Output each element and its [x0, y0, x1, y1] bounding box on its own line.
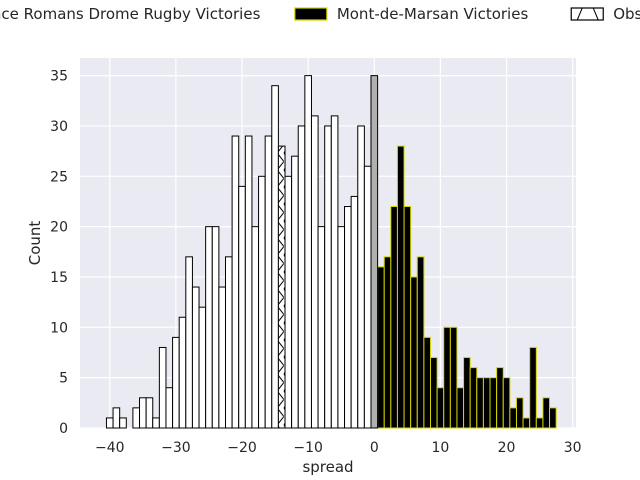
bar	[218, 286, 226, 429]
bar	[277, 145, 286, 429]
bar	[145, 397, 154, 429]
bar	[310, 115, 319, 429]
bar	[549, 407, 557, 429]
bar	[191, 286, 200, 429]
bar	[198, 306, 207, 429]
legend-label: Mont-de-Marsan Victories	[337, 5, 529, 23]
x-axis-label: spread	[302, 458, 353, 476]
legend-swatch	[570, 7, 604, 21]
y-tick-label: 0	[59, 421, 68, 437]
y-axis-label: Count	[26, 221, 44, 266]
bar	[152, 417, 160, 429]
bar	[178, 316, 187, 429]
legend-entry: Mont-de-Marsan Victories	[294, 5, 529, 23]
bar	[443, 326, 451, 429]
bar	[165, 387, 174, 429]
bar	[489, 377, 498, 429]
legend-entry: Observed Push	[570, 5, 640, 23]
tick-labels: −40 −30 −20 −10 0 10 20 30 0 5 10 15 20 25 30 35	[50, 69, 581, 456]
bar	[496, 367, 504, 429]
bar	[403, 206, 412, 429]
y-tick-label: 5	[59, 371, 68, 387]
bar	[297, 125, 306, 429]
bar	[535, 417, 544, 429]
x-tick-label: −10	[293, 440, 323, 456]
bar	[284, 175, 293, 429]
bar	[476, 377, 484, 429]
x-tick-label: −20	[227, 440, 257, 456]
bar	[139, 397, 147, 429]
x-tick-label: 20	[498, 440, 516, 456]
bar	[456, 387, 465, 429]
bar	[423, 336, 432, 429]
x-tick-label: 30	[564, 440, 582, 456]
x-tick-label: −40	[95, 440, 125, 456]
legend: Valence Romans Drome Rugby Victories Mont…	[0, 5, 640, 23]
bar	[363, 165, 372, 429]
bar	[370, 75, 379, 429]
bar	[158, 346, 167, 429]
legend-swatch	[294, 7, 328, 21]
bars	[105, 75, 557, 429]
y-tick-label: 20	[50, 220, 68, 236]
bar	[211, 226, 220, 429]
bar	[383, 256, 392, 429]
bar	[344, 206, 352, 429]
bar	[244, 135, 253, 429]
bar	[416, 256, 425, 429]
bar	[317, 226, 326, 429]
x-tick-label: 10	[432, 440, 450, 456]
bar	[271, 85, 279, 429]
bar	[449, 326, 458, 429]
legend-label: Valence Romans Drome Rugby Victories	[0, 5, 261, 23]
bar	[291, 155, 299, 429]
legend-label: Observed Push	[613, 5, 640, 23]
bar	[469, 367, 478, 429]
bar	[304, 75, 312, 429]
bar	[330, 115, 339, 429]
y-tick-label: 10	[50, 320, 68, 336]
bar	[238, 185, 246, 429]
bar	[350, 195, 359, 429]
bar	[436, 387, 445, 429]
bar	[482, 377, 491, 429]
bar	[172, 336, 180, 429]
x-tick-label: 0	[370, 440, 379, 456]
bar	[509, 407, 517, 429]
bar	[430, 357, 438, 429]
bar	[258, 175, 266, 429]
bar	[463, 357, 471, 429]
bar	[119, 417, 127, 429]
bar	[529, 346, 537, 429]
bar	[324, 125, 332, 429]
bar	[251, 226, 260, 429]
legend-entry: Valence Romans Drome Rugby Victories	[0, 5, 261, 23]
bar	[231, 135, 240, 429]
bar	[337, 226, 346, 429]
bar	[185, 256, 193, 429]
bar	[542, 397, 551, 429]
bar	[515, 397, 524, 429]
bar	[396, 145, 405, 429]
bar	[112, 407, 121, 429]
bar	[357, 125, 365, 429]
y-tick-label: 35	[50, 69, 68, 85]
y-tick-label: 30	[50, 119, 68, 135]
bar	[264, 135, 273, 429]
y-tick-label: 25	[50, 169, 68, 185]
bar	[224, 256, 233, 429]
y-tick-label: 15	[50, 270, 68, 286]
bar	[205, 226, 213, 429]
bar	[522, 417, 531, 429]
bar	[132, 407, 141, 429]
bar	[390, 206, 398, 429]
bar	[410, 276, 418, 429]
x-tick-label: −30	[161, 440, 191, 456]
legend-hatch	[576, 7, 599, 21]
bar	[502, 377, 511, 429]
bar	[105, 417, 114, 429]
bar	[377, 266, 385, 429]
